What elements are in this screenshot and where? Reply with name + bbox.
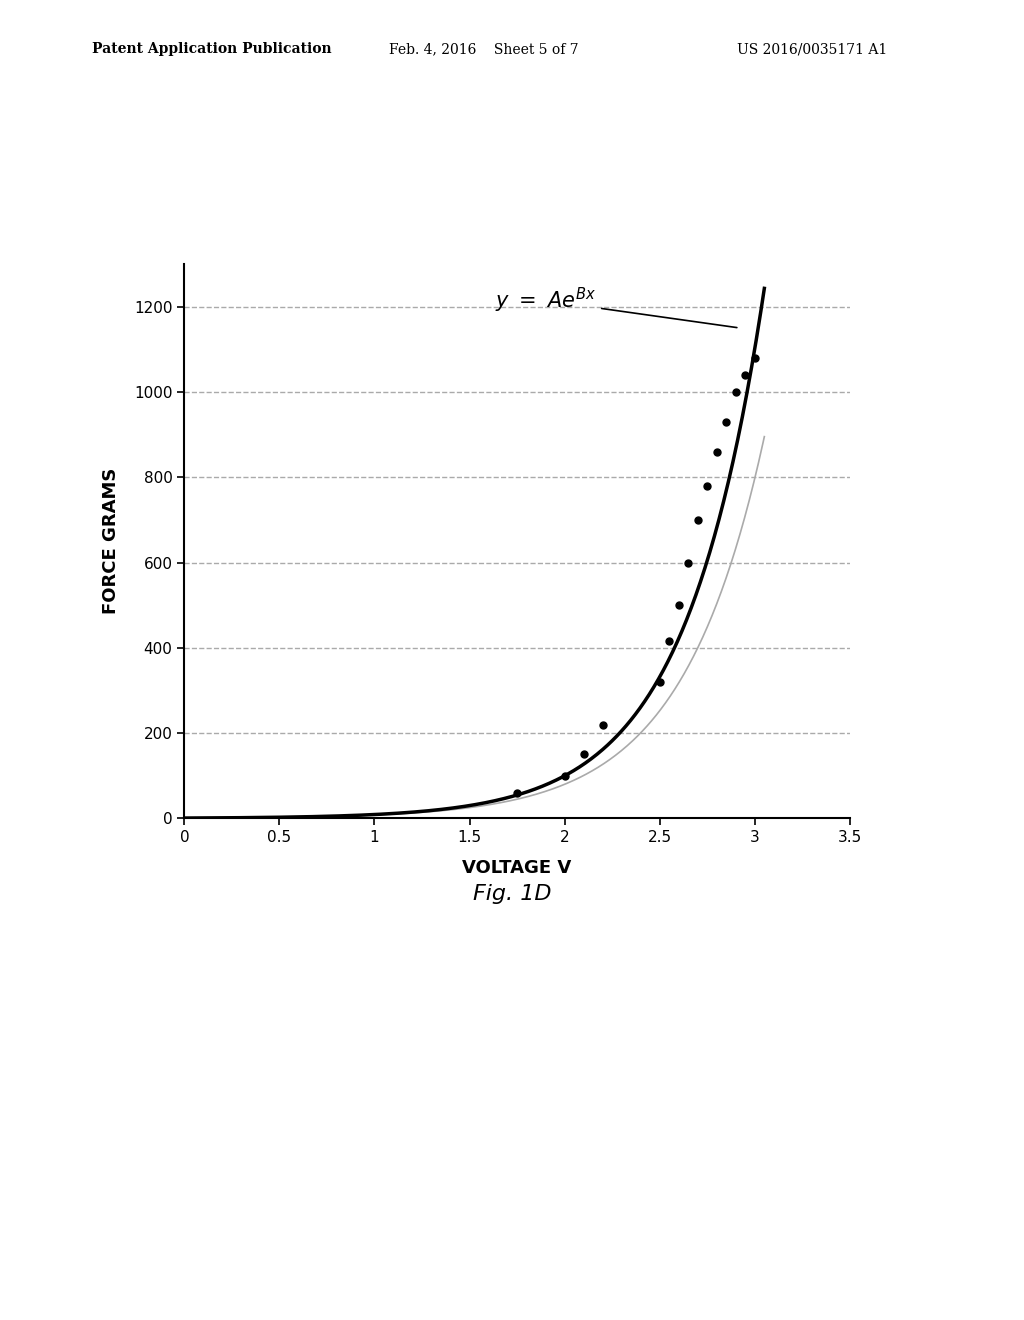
Point [718,412,734,433]
Text: $y\ =\ Ae^{Bx}$: $y\ =\ Ae^{Bx}$ [496,286,737,327]
Point [662,631,678,652]
Text: US 2016/0035171 A1: US 2016/0035171 A1 [737,42,888,57]
Point [509,783,525,804]
Point [575,744,592,766]
Point [699,475,716,496]
Y-axis label: FORCE GRAMS: FORCE GRAMS [102,469,120,614]
Point [709,441,725,462]
Point [737,364,754,385]
Text: Feb. 4, 2016    Sheet 5 of 7: Feb. 4, 2016 Sheet 5 of 7 [389,42,579,57]
Point [746,347,763,368]
X-axis label: VOLTAGE V: VOLTAGE V [463,859,571,876]
Point [595,714,611,735]
Text: Patent Application Publication: Patent Application Publication [92,42,332,57]
Point [651,672,668,693]
Point [680,552,696,573]
Point [671,594,687,615]
Text: Fig. 1D: Fig. 1D [473,884,551,904]
Point [728,381,744,403]
Point [556,766,572,787]
Point [689,510,706,531]
